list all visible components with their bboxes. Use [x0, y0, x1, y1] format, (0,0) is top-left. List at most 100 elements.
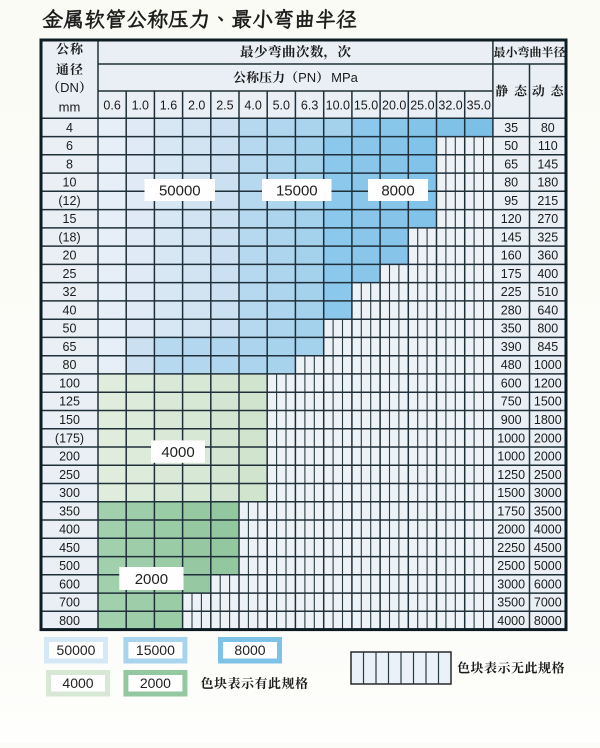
- svg-text:1000: 1000: [497, 431, 525, 445]
- svg-text:110: 110: [538, 139, 558, 153]
- svg-text:MPa: MPa: [331, 70, 359, 85]
- svg-text:4.0: 4.0: [244, 98, 261, 112]
- svg-text:145: 145: [537, 157, 558, 171]
- svg-text:1000: 1000: [497, 450, 525, 464]
- svg-text:20.0: 20.0: [382, 98, 406, 112]
- svg-text:600: 600: [59, 577, 80, 591]
- svg-text:1800: 1800: [534, 413, 562, 427]
- svg-text:25: 25: [63, 267, 77, 281]
- svg-text:8000: 8000: [234, 642, 265, 658]
- svg-text:125: 125: [59, 395, 80, 409]
- svg-text:6000: 6000: [534, 577, 562, 591]
- svg-text:1200: 1200: [534, 377, 562, 391]
- svg-text:280: 280: [501, 303, 522, 317]
- svg-text:120: 120: [501, 212, 522, 226]
- svg-text:100: 100: [59, 377, 80, 391]
- svg-text:5.0: 5.0: [273, 98, 290, 112]
- svg-text:1.6: 1.6: [160, 98, 177, 112]
- svg-text:225: 225: [501, 285, 522, 299]
- svg-text:10.0: 10.0: [326, 98, 350, 112]
- svg-text:450: 450: [59, 541, 80, 555]
- svg-text:2250: 2250: [497, 541, 525, 555]
- svg-text:65: 65: [504, 157, 518, 171]
- svg-text:400: 400: [537, 267, 558, 281]
- svg-text:6: 6: [66, 139, 73, 153]
- svg-text:3000: 3000: [534, 486, 562, 500]
- svg-text:2500: 2500: [497, 559, 525, 573]
- svg-text:1500: 1500: [534, 395, 562, 409]
- svg-text:400: 400: [59, 523, 80, 537]
- svg-text:1750: 1750: [497, 504, 525, 518]
- svg-text:4000: 4000: [62, 675, 93, 691]
- svg-text:1500: 1500: [497, 486, 525, 500]
- svg-text:350: 350: [59, 504, 80, 518]
- svg-text:50: 50: [504, 139, 518, 153]
- svg-text:640: 640: [537, 303, 558, 317]
- svg-text:510: 510: [537, 285, 558, 299]
- svg-text:600: 600: [501, 377, 522, 391]
- svg-text:900: 900: [501, 413, 522, 427]
- svg-text:mm: mm: [59, 100, 81, 115]
- svg-text:4000: 4000: [161, 444, 194, 461]
- svg-text:800: 800: [59, 614, 80, 628]
- svg-text:50000: 50000: [57, 642, 96, 658]
- svg-text:8000: 8000: [381, 182, 414, 199]
- svg-text:6.3: 6.3: [301, 98, 318, 112]
- svg-text:PN: PN: [298, 70, 316, 85]
- svg-text:845: 845: [537, 340, 558, 354]
- svg-text:3500: 3500: [534, 504, 562, 518]
- svg-text:2500: 2500: [534, 468, 562, 482]
- svg-text:1250: 1250: [497, 468, 525, 482]
- svg-text:25.0: 25.0: [410, 98, 434, 112]
- svg-text:0.6: 0.6: [103, 98, 120, 112]
- svg-text:DN: DN: [60, 80, 79, 95]
- svg-text:40: 40: [63, 303, 77, 317]
- svg-text:750: 750: [501, 395, 522, 409]
- svg-text:1.0: 1.0: [132, 98, 149, 112]
- svg-text:8: 8: [66, 157, 73, 171]
- svg-text:32: 32: [63, 285, 77, 299]
- svg-text:250: 250: [59, 468, 80, 482]
- svg-text:15000: 15000: [136, 642, 175, 658]
- svg-text:4: 4: [66, 121, 73, 135]
- svg-text:1000: 1000: [534, 358, 562, 372]
- svg-text:65: 65: [63, 340, 77, 354]
- svg-text:2000: 2000: [135, 571, 168, 588]
- svg-text:15.0: 15.0: [354, 98, 378, 112]
- svg-text:35: 35: [504, 121, 518, 135]
- svg-text:150: 150: [59, 413, 80, 427]
- svg-text:145: 145: [501, 230, 522, 244]
- svg-text:10: 10: [63, 176, 77, 190]
- svg-text:160: 160: [501, 249, 522, 263]
- svg-text:270: 270: [537, 212, 558, 226]
- svg-text:20: 20: [63, 249, 77, 263]
- svg-text:(12): (12): [58, 194, 80, 208]
- svg-text:350: 350: [501, 322, 522, 336]
- svg-text:2.0: 2.0: [188, 98, 205, 112]
- svg-text:35.0: 35.0: [467, 98, 491, 112]
- svg-text:(175): (175): [55, 431, 84, 445]
- svg-text:80: 80: [63, 358, 77, 372]
- svg-text:390: 390: [501, 340, 522, 354]
- svg-text:80: 80: [504, 176, 518, 190]
- svg-text:3500: 3500: [497, 596, 525, 610]
- svg-text:480: 480: [501, 358, 522, 372]
- svg-text:2000: 2000: [534, 450, 562, 464]
- svg-text:800: 800: [537, 322, 558, 336]
- svg-text:32.0: 32.0: [438, 98, 462, 112]
- svg-text:360: 360: [537, 249, 558, 263]
- svg-text:700: 700: [59, 596, 80, 610]
- svg-text:200: 200: [59, 450, 80, 464]
- svg-text:7000: 7000: [534, 596, 562, 610]
- svg-text:15: 15: [63, 212, 77, 226]
- svg-text:500: 500: [59, 559, 80, 573]
- svg-text:95: 95: [504, 194, 518, 208]
- svg-text:50: 50: [63, 322, 77, 336]
- svg-text:4500: 4500: [534, 541, 562, 555]
- svg-text:2000: 2000: [534, 431, 562, 445]
- svg-text:215: 215: [537, 194, 558, 208]
- svg-text:80: 80: [541, 121, 555, 135]
- svg-text:2000: 2000: [140, 675, 171, 691]
- svg-text:15000: 15000: [276, 182, 318, 199]
- svg-text:50000: 50000: [159, 182, 201, 199]
